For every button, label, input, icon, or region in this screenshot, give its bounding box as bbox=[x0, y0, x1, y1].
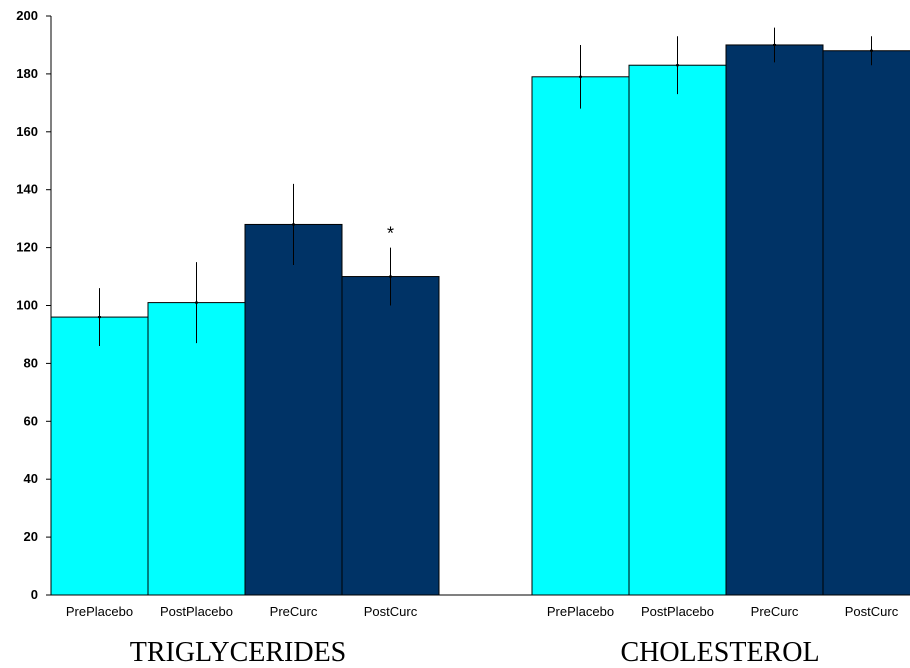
x-tick-label: PostCurc bbox=[364, 604, 418, 619]
y-tick-label: 180 bbox=[16, 66, 38, 81]
x-tick-label: PrePlacebo bbox=[547, 604, 614, 619]
group-label-triglycerides: TRIGLYCERIDES bbox=[130, 637, 347, 668]
y-tick-label: 160 bbox=[16, 124, 38, 139]
x-tick-label: PostCurc bbox=[845, 604, 899, 619]
x-tick-label: PostPlacebo bbox=[641, 604, 714, 619]
bar-postcurc-triglycerides bbox=[341, 276, 440, 596]
y-tick-label: 100 bbox=[16, 298, 38, 313]
y-tick-label: 120 bbox=[16, 240, 38, 255]
y-tick-label: 60 bbox=[24, 413, 38, 428]
bar-preplacebo-cholesterol bbox=[531, 76, 630, 596]
x-tick-label: PrePlacebo bbox=[66, 604, 133, 619]
bar-precurc-triglycerides bbox=[244, 223, 343, 596]
y-tick-label: 40 bbox=[24, 471, 38, 486]
x-tick-label: PostPlacebo bbox=[160, 604, 233, 619]
bar-postcurc-cholesterol bbox=[822, 50, 910, 596]
x-tick-label: PreCurc bbox=[270, 604, 318, 619]
y-tick-label: 20 bbox=[24, 529, 38, 544]
bar-precurc-cholesterol bbox=[725, 44, 824, 596]
bar-postplacebo-cholesterol bbox=[628, 64, 727, 596]
x-tick-label: PreCurc bbox=[751, 604, 799, 619]
y-tick-label: 0 bbox=[31, 587, 38, 602]
bar-postplacebo-triglycerides bbox=[147, 302, 246, 596]
significance-marker: * bbox=[387, 224, 394, 244]
y-tick-label: 140 bbox=[16, 182, 38, 197]
group-label-cholesterol: CHOLESTEROL bbox=[620, 637, 819, 668]
bar-preplacebo-triglycerides bbox=[50, 316, 149, 596]
y-tick-label: 80 bbox=[24, 355, 38, 370]
y-tick-label: 200 bbox=[16, 8, 38, 23]
